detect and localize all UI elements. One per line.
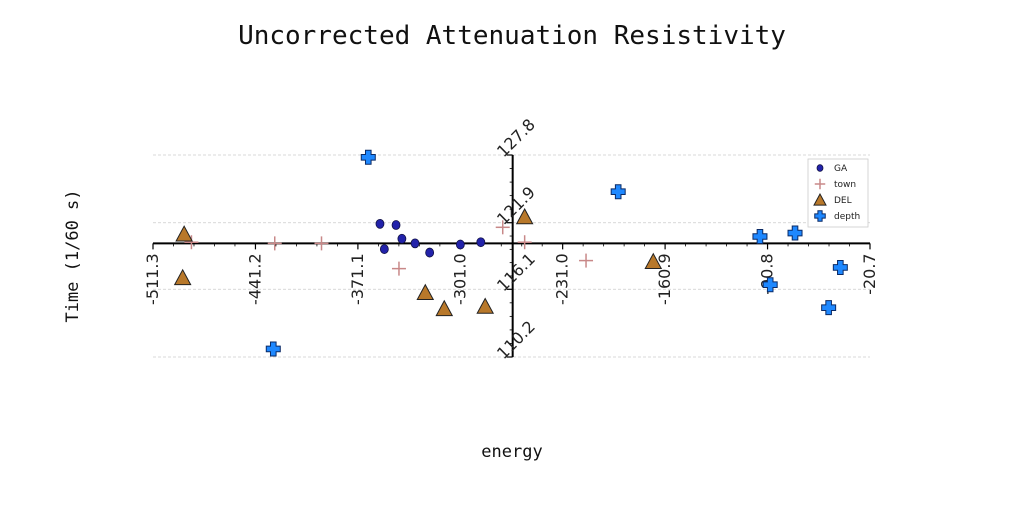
data-point-town <box>495 220 510 235</box>
data-point-DEL <box>416 283 435 301</box>
data-point-GA <box>455 239 465 250</box>
data-point-depth <box>821 300 837 316</box>
y-tick-label: 110.2 <box>493 317 539 363</box>
x-axis-label: energy <box>481 442 542 462</box>
gridlines <box>153 154 870 358</box>
data-point-town <box>391 261 406 276</box>
x-tick-label: -301.0 <box>450 253 469 305</box>
data-point-GA <box>425 247 435 258</box>
y-axis-label: Time (1/60 s) <box>63 189 83 322</box>
data-point-DEL <box>515 207 534 225</box>
data-point-depth <box>610 184 626 200</box>
legend-label: depth <box>834 212 860 222</box>
y-tick-label: 127.8 <box>493 115 539 161</box>
data-point-GA <box>397 233 407 244</box>
data-point-DEL <box>173 268 192 286</box>
y-tick-label: 116.1 <box>493 249 539 295</box>
x-tick-label: -371.1 <box>348 253 367 305</box>
x-tick-label: -511.3 <box>143 253 162 305</box>
x-tick-label: -441.2 <box>245 253 264 305</box>
data-point-DEL <box>435 299 454 317</box>
data-point-GA <box>476 237 486 248</box>
data-point-GA <box>379 244 389 255</box>
legend: GA town DEL depth <box>807 158 869 228</box>
legend-label: GA <box>834 164 848 174</box>
data-point-depth <box>265 341 281 357</box>
data-point-GA <box>410 238 420 249</box>
legend-marker-town <box>814 178 826 190</box>
data-point-GA <box>375 218 385 229</box>
data-point-DEL <box>644 252 663 270</box>
legend-marker-GA <box>816 164 824 172</box>
legend-label: DEL <box>834 196 852 206</box>
data-point-DEL <box>175 225 193 242</box>
data-point-depth <box>832 259 848 275</box>
data-point-GA <box>391 220 401 230</box>
legend-marker-depth <box>814 210 826 222</box>
data-point-town <box>579 253 594 268</box>
data-point-depth <box>787 225 803 241</box>
data-point-depth <box>752 228 768 244</box>
data-point-town <box>267 236 282 251</box>
data-points <box>173 149 848 357</box>
data-point-town <box>517 235 532 250</box>
data-point-town <box>184 235 199 250</box>
chart-title: Uncorrected Attenuation Resistivity <box>238 21 786 51</box>
legend-marker-DEL <box>813 192 827 206</box>
data-point-depth <box>762 277 778 293</box>
data-point-town <box>314 236 329 251</box>
data-point-depth <box>360 149 376 165</box>
legend-label: town <box>834 180 856 190</box>
x-tick-label: -231.0 <box>553 253 572 305</box>
x-tick-label: -20.7 <box>860 253 879 294</box>
axes: -511.3 -441.2 -371.1 -301.0 -231.0 -160.9 -90.… <box>143 115 879 363</box>
x-tick-label: -160.9 <box>655 253 674 305</box>
data-point-DEL <box>476 297 495 314</box>
